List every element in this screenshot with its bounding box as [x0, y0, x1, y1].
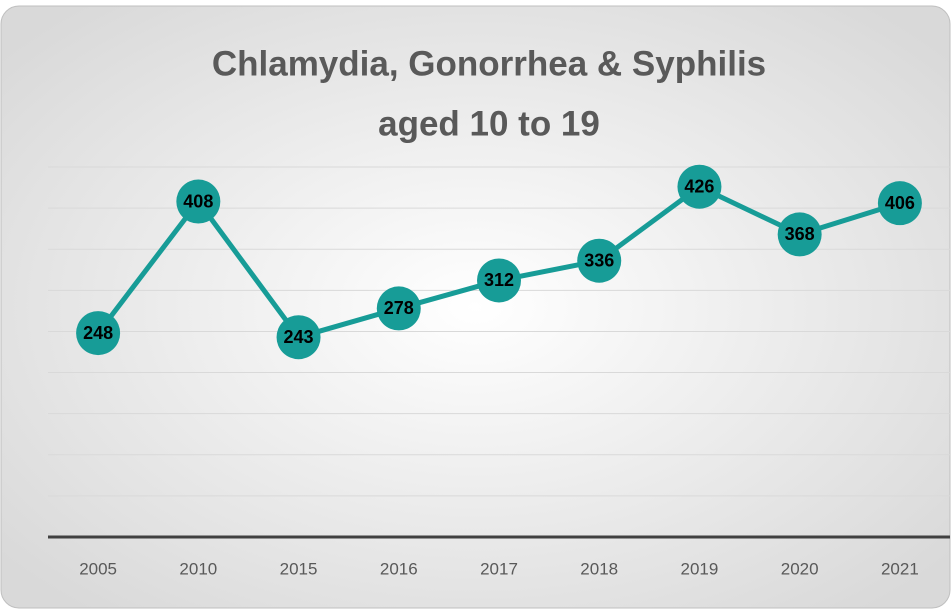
chart-title: Chlamydia, Gonorrhea & Syphilis — [212, 44, 766, 83]
data-point — [777, 212, 822, 257]
x-tick-label: 2005 — [79, 559, 117, 578]
data-label: 426 — [684, 176, 714, 196]
data-point — [76, 311, 121, 356]
data-label: 312 — [484, 270, 514, 290]
data-point — [176, 179, 221, 224]
data-label: 278 — [384, 298, 414, 318]
x-tick-label: 2018 — [580, 559, 618, 578]
data-label: 243 — [284, 327, 314, 347]
data-point — [677, 164, 722, 209]
x-tick-label: 2010 — [179, 559, 217, 578]
chart-frame — [0, 5, 951, 609]
x-tick-label: 2020 — [781, 559, 819, 578]
chart-subtitle: aged 10 to 19 — [378, 104, 600, 143]
data-point — [376, 286, 421, 331]
data-label: 408 — [183, 191, 213, 211]
x-tick-label: 2016 — [380, 559, 418, 578]
data-label: 406 — [885, 193, 915, 213]
x-tick-label: 2017 — [480, 559, 518, 578]
data-label: 368 — [785, 224, 815, 244]
x-tick-label: 2015 — [280, 559, 318, 578]
x-tick-label: 2019 — [681, 559, 719, 578]
data-label: 248 — [83, 323, 113, 343]
data-point — [276, 315, 321, 360]
data-point — [877, 181, 922, 226]
data-point — [477, 258, 521, 303]
data-label: 336 — [584, 250, 614, 270]
data-point — [577, 238, 622, 283]
x-tick-label: 2021 — [881, 559, 919, 578]
